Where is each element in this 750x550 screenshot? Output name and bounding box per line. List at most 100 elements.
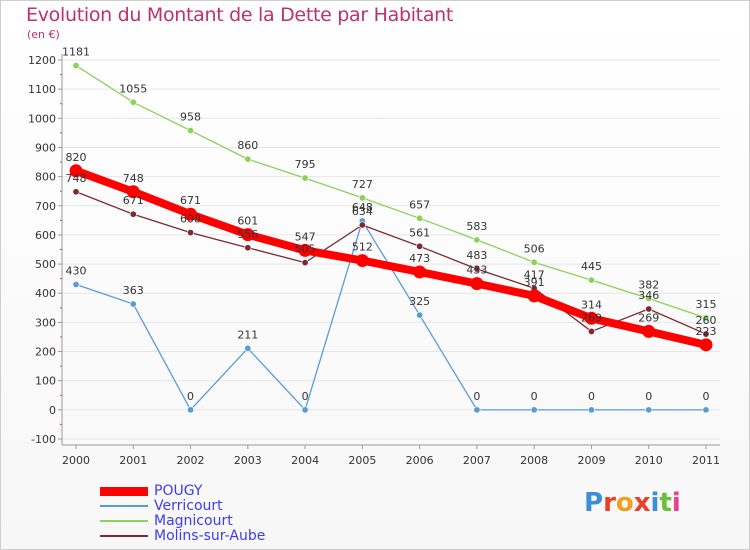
data-point (642, 324, 656, 338)
data-label: 430 (66, 264, 87, 277)
data-point (530, 406, 538, 414)
data-label: 671 (180, 194, 201, 207)
data-label: 269 (581, 311, 602, 324)
legend-label-magnicourt: Magnicourt (154, 513, 233, 529)
legend-item-molins[interactable]: Molins-sur-Aube (100, 529, 360, 544)
data-label: 363 (123, 284, 144, 297)
data-label: 445 (581, 260, 602, 273)
data-label: 0 (588, 390, 595, 403)
data-point (358, 221, 366, 229)
data-point (473, 236, 481, 244)
y-tick-label: 600 (35, 229, 56, 242)
series-line-pougy (72, 166, 710, 349)
chart-title: Evolution du Montant de la Dette par Hab… (26, 4, 454, 26)
y-tick-label: 200 (35, 346, 56, 359)
data-point (244, 155, 252, 163)
y-tick-label: 100 (35, 375, 56, 388)
logo-letter: r (603, 488, 616, 518)
logo-letter: t (659, 488, 672, 518)
data-label: 0 (703, 390, 710, 403)
data-label: 608 (180, 213, 201, 226)
data-label: 634 (352, 205, 373, 218)
logo-letter: o (615, 488, 634, 518)
x-tick-label: 2006 (406, 454, 434, 467)
data-point (355, 254, 369, 268)
y-tick-label: 800 (35, 171, 56, 184)
data-label: 382 (638, 278, 659, 291)
legend-label-pougy: POUGY (154, 483, 203, 499)
data-point (358, 194, 366, 202)
data-point (584, 311, 598, 325)
data-label: 0 (531, 390, 538, 403)
x-tick-label: 2007 (463, 454, 491, 467)
legend-swatch-verricourt (100, 505, 148, 507)
logo-letter: i (650, 488, 660, 518)
y-tick-label: 700 (35, 200, 56, 213)
data-point (416, 242, 424, 250)
data-label: 556 (237, 228, 258, 241)
data-point (301, 406, 309, 414)
data-point (241, 228, 255, 242)
data-point (702, 406, 710, 414)
x-tick-label: 2005 (348, 454, 376, 467)
data-point (413, 265, 427, 279)
data-point (301, 174, 309, 182)
data-label: 211 (237, 328, 258, 341)
legend-label-verricourt: Verricourt (154, 498, 223, 514)
data-point (184, 207, 198, 221)
data-label: 748 (66, 172, 87, 185)
data-label: 795 (295, 158, 316, 171)
legend-item-pougy[interactable]: POUGY (100, 484, 360, 499)
x-tick-label: 2003 (234, 454, 262, 467)
legend-swatch-magnicourt (100, 520, 148, 522)
x-tick-label: 2000 (62, 454, 90, 467)
data-point (473, 265, 481, 273)
data-label: 583 (466, 220, 487, 233)
data-label: 657 (409, 198, 430, 211)
data-point (298, 243, 312, 257)
data-point (69, 164, 83, 178)
data-point (702, 330, 710, 338)
data-point (187, 229, 195, 237)
data-label: 473 (409, 252, 430, 265)
y-tick-label: 1200 (28, 54, 56, 67)
data-label: 561 (409, 226, 430, 239)
data-label: 512 (352, 241, 373, 254)
legend-label-molins: Molins-sur-Aube (154, 528, 266, 544)
data-label: 433 (466, 264, 487, 277)
data-point (473, 406, 481, 414)
data-label: 1181 (62, 46, 90, 59)
series-line-molins-sur-aube (75, 191, 707, 335)
data-label: 0 (645, 390, 652, 403)
x-tick-label: 2011 (692, 454, 720, 467)
data-point (416, 214, 424, 222)
logo-letter: x (633, 488, 651, 518)
data-point (587, 276, 595, 284)
data-point (187, 406, 195, 414)
x-tick-label: 2009 (577, 454, 605, 467)
data-point (527, 289, 541, 303)
logo-letter: i (671, 488, 681, 518)
data-label: 346 (638, 289, 659, 302)
legend-item-verricourt[interactable]: Verricourt (100, 499, 360, 514)
data-point (702, 314, 710, 322)
data-label: 958 (180, 111, 201, 124)
data-point (244, 244, 252, 252)
series-line-magnicourt (75, 64, 707, 319)
data-point (587, 327, 595, 335)
data-point (72, 280, 80, 288)
y-tick-label: 500 (35, 258, 56, 271)
x-tick-label: 2008 (520, 454, 548, 467)
data-label: 820 (66, 151, 87, 164)
line-chart: -100010020030040050060070080090010001100… (28, 46, 720, 467)
data-point (530, 258, 538, 266)
data-point (645, 294, 653, 302)
legend-item-magnicourt[interactable]: Magnicourt (100, 514, 360, 529)
data-label: 671 (123, 194, 144, 207)
data-label: 417 (524, 268, 545, 281)
data-label: 0 (473, 390, 480, 403)
data-label: 727 (352, 178, 373, 191)
data-label: 860 (237, 139, 258, 152)
data-label: 0 (187, 390, 194, 403)
